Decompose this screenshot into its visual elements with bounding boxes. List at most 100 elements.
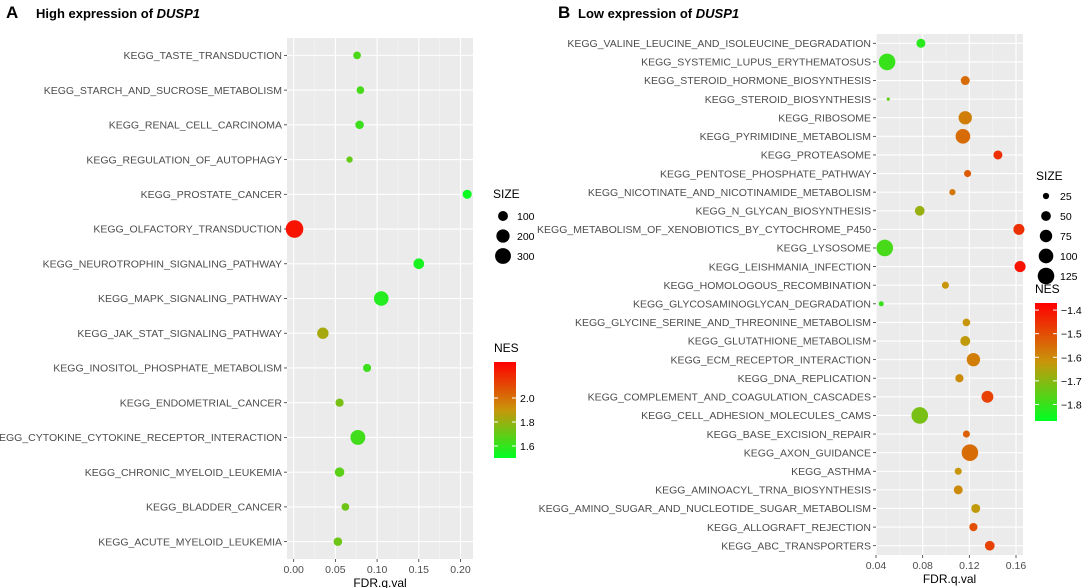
panel-a-point — [334, 467, 345, 477]
panel-b-category-label: KEGG_AXON_GUIDANCE — [744, 447, 871, 459]
panel-a-point — [413, 258, 425, 270]
panel-b-category-label: KEGG_LYSOSOME — [777, 243, 871, 255]
panel-b-point — [953, 485, 963, 495]
panel-b-color-legend-label: −1.5 — [1061, 329, 1082, 341]
panel-b-point — [962, 430, 970, 438]
panel-a-point — [350, 429, 366, 445]
panel-a-chart: A High expression of DUSP1 0.00 0.05 0.10 0.1… — [0, 3, 535, 588]
panel-a-category-label: KEGG_STARCH_AND_SUCROSE_METABOLISM — [44, 85, 282, 97]
panel-a-x-tick-label: 0.20 — [450, 564, 471, 576]
panel-b-category-label: KEGG_GLYCINE_SERINE_AND_THREONINE_METABO… — [575, 317, 871, 329]
panel-a-point — [353, 51, 361, 60]
panel-b-point — [949, 189, 956, 196]
panel-a-category-label: KEGG_INOSITOL_PHOSPHATE_METABOLISM — [53, 363, 282, 375]
panel-a-point — [285, 220, 304, 238]
panel-a-category-label: KEGG_CYTOKINE_CYTOKINE_RECEPTOR_INTERACT… — [0, 432, 282, 444]
panel-b-point — [886, 97, 890, 101]
panel-a-size-legend-label: 200 — [517, 231, 535, 243]
panel-b-color-legend-label: −1.6 — [1061, 352, 1082, 364]
panel-b-x-axis-title: FDR.q.val — [923, 572, 976, 586]
panel-a-point — [317, 327, 329, 339]
panel-a-point — [373, 291, 389, 306]
panel-a-category-label: KEGG_JAK_STAT_SIGNALING_PATHWAY — [77, 328, 282, 340]
panel-b-chart: B Low expression of DUSP1 0.04 0.08 0.12 0.16… — [537, 3, 1082, 586]
panel-a-category-label: KEGG_MAPK_SIGNALING_PATHWAY — [98, 293, 282, 305]
panel-b-point — [1013, 223, 1025, 235]
panel-b-category-label: KEGG_GLYCOSAMINOGLYCAN_DEGRADATION — [633, 299, 871, 311]
panel-b-point — [969, 522, 978, 532]
panel-b-color-legend-label: −1.8 — [1061, 399, 1082, 411]
panel-b-point — [962, 318, 971, 327]
panel-b-x-tick-label: 0.16 — [1006, 560, 1027, 572]
panel-b-size-legend-dot — [1039, 229, 1053, 243]
panel-b-title-gene: DUSP1 — [696, 6, 739, 21]
panel-a-color-legend-bar — [494, 362, 516, 458]
panel-b-color-legend-label: −1.7 — [1061, 376, 1082, 388]
panel-b-category-label: KEGG_METABOLISM_OF_XENOBIOTICS_BY_CYTOCH… — [537, 224, 871, 236]
panel-b-size-legend-dot — [1041, 211, 1051, 221]
panel-b-category-label: KEGG_ABC_TRANSPORTERS — [721, 540, 871, 552]
panel-b-category-label: KEGG_LEISHMANIA_INFECTION — [709, 261, 871, 273]
panel-b-category-label: KEGG_PENTOSE_PHOSPHATE_PATHWAY — [660, 168, 871, 180]
panel-b-size-legend-dot — [1042, 192, 1050, 200]
panel-a-x-axis-title: FDR.q.val — [353, 576, 406, 588]
panel-b-category-label: KEGG_RIBOSOME — [778, 112, 871, 124]
panel-b-color-legend-label: −1.4 — [1061, 305, 1082, 317]
panel-b-x-tick-label: 0.12 — [959, 560, 980, 572]
panel-b-size-legend-dot — [1038, 248, 1054, 264]
panel-a-point — [356, 86, 365, 94]
panel-b-category-label: KEGG_BASE_EXCISION_REPAIR — [707, 429, 872, 441]
panel-b-point — [964, 170, 972, 178]
panel-b-point — [954, 467, 962, 475]
panel-a-color-legend-label: 1.6 — [520, 441, 535, 453]
panel-b-title-prefix: Low expression of — [578, 6, 696, 21]
panel-b-color-legend-title: NES — [1035, 282, 1060, 296]
panel-a-x-tick-label: 0.05 — [325, 564, 346, 576]
panel-b-category-label: KEGG_VALINE_LEUCINE_AND_ISOLEUCINE_DEGRA… — [567, 38, 871, 50]
panel-b-category-label: KEGG_PROTEASOME — [761, 150, 871, 162]
panel-a-x-tick-label: 0.00 — [283, 564, 304, 576]
panel-b-category-label: KEGG_CELL_ADHESION_MOLECULES_CAMS — [641, 410, 871, 422]
panel-a-point — [355, 120, 364, 130]
panel-b-size-legend-label: 25 — [1060, 191, 1072, 203]
panel-b-point — [914, 205, 925, 216]
panel-b-point — [878, 53, 896, 71]
panel-b-point — [1014, 261, 1026, 273]
panel-a-color-legend-label: 2.0 — [520, 393, 535, 405]
panel-b-letter: B — [558, 3, 570, 22]
panel-b-x-tick-label: 0.08 — [912, 560, 933, 572]
panel-b-category-label: KEGG_PYRIMIDINE_METABOLISM — [700, 131, 871, 143]
panel-b-category-label: KEGG_DNA_REPLICATION — [738, 373, 871, 385]
panel-b-size-legend-dot — [1037, 267, 1055, 285]
panel-b-category-label: KEGG_SYSTEMIC_LUPUS_ERYTHEMATOSUS — [641, 57, 871, 69]
panel-a-title-gene: DUSP1 — [157, 6, 200, 21]
panel-b-point — [911, 407, 929, 424]
panel-a-category-label: KEGG_RENAL_CELL_CARCINOMA — [109, 120, 282, 132]
panel-a-size-legend-label: 300 — [517, 251, 535, 263]
panel-b-category-label: KEGG_AMINO_SUGAR_AND_NUCLEOTIDE_SUGAR_ME… — [539, 503, 871, 515]
panel-b-point — [876, 239, 894, 257]
panel-b-size-legend-label: 75 — [1060, 231, 1072, 243]
panel-a-category-label: KEGG_TASTE_TRANSDUCTION — [124, 50, 283, 62]
panel-a-category-label: KEGG_PROSTATE_CANCER — [141, 189, 283, 201]
panel-a-category-label: KEGG_CHRONIC_MYELOID_LEUKEMIA — [85, 467, 282, 479]
panel-a-title: High expression of DUSP1 — [36, 6, 200, 21]
panel-b-point — [966, 352, 981, 367]
panel-b-size-legend-title: SIZE — [1036, 169, 1063, 183]
panel-a-letter: A — [6, 3, 18, 22]
panel-b-size-legend-label: 100 — [1060, 251, 1078, 263]
panel-b-point — [961, 444, 979, 461]
panel-a-point — [462, 189, 472, 199]
panel-a-point — [363, 363, 372, 373]
panel-b-category-label: KEGG_AMINOACYL_TRNA_BIOSYNTHESIS — [655, 485, 871, 497]
panel-a-color-legend-title: NES — [494, 341, 519, 355]
panel-b-title: Low expression of DUSP1 — [578, 6, 739, 21]
panel-b-color-legend-bar — [1035, 303, 1057, 421]
panel-a-category-label: KEGG_NEUROTROPHIN_SIGNALING_PATHWAY — [43, 258, 282, 270]
panel-a-x-tick-label: 0.10 — [367, 564, 388, 576]
panel-b-point — [960, 76, 970, 86]
panel-b-x-tick-label: 0.04 — [866, 560, 887, 572]
panel-b-category-label: KEGG_ASTHMA — [791, 466, 871, 478]
panel-a-point — [341, 503, 350, 511]
panel-b-category-label: KEGG_STEROID_BIOSYNTHESIS — [705, 94, 871, 106]
